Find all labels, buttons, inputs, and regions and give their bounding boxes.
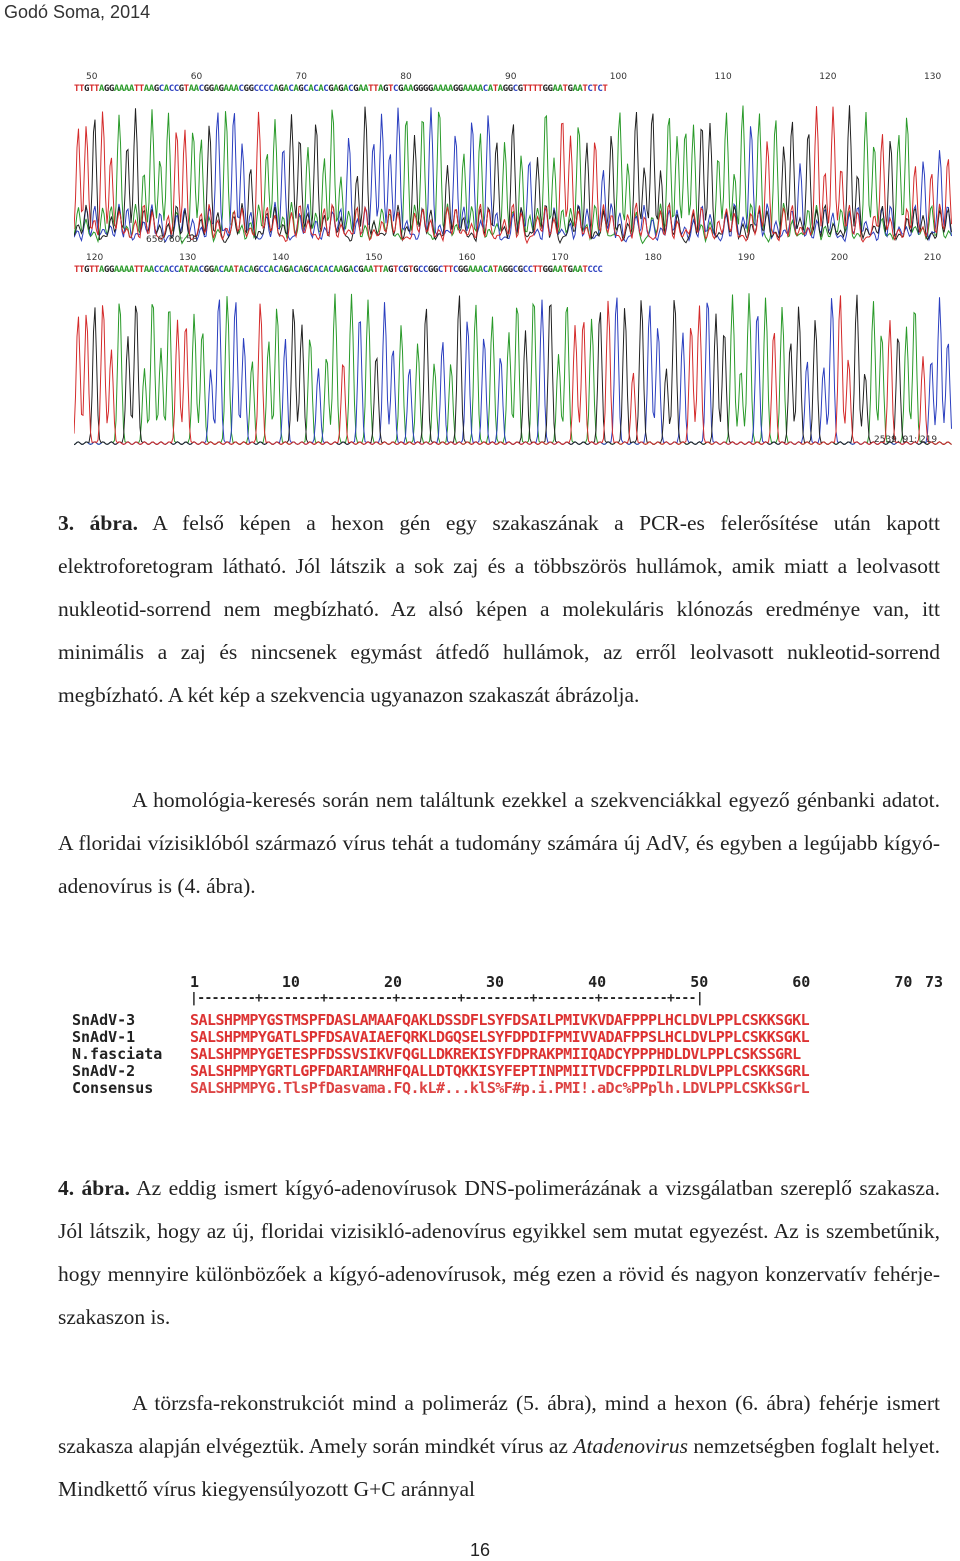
base-position-number: 100 [609,72,627,82]
sequence-name: Consensus [72,1079,154,1097]
base-sequence: TTGTTAGGAAAATTAAGCACCGTAACGGAGAAACGGCCCC… [74,84,608,94]
sequence-rows: SALSHPMPYGSTMSPFDASLAMAAFQAKLDSSDFLSYFDS… [190,1012,950,1097]
caption-text: A felső képen a hexon gén egy szakaszána… [58,511,941,707]
ruler-number: 60 [792,973,811,991]
sequence-name: SnAdV-1 [72,1028,136,1046]
figure-3-caption: 3. ábra. A felső képen a hexon gén egy s… [58,502,940,717]
tree-paragraph: A törzsfa-rekonstrukciót mind a polimerá… [58,1382,940,1511]
sequence-name: N.fasciata [72,1045,163,1063]
page-number: 16 [469,1540,491,1560]
base-position-numbers: 50 60 70 80 90 100 110 120 130 [74,72,952,84]
base-position-number: 140 [272,253,290,263]
sequence-names: SnAdV-3 SnAdV-1 N.fasciata SnAdV-2 Consensus [72,1012,162,1097]
figure-4-caption: 4. ábra. Az eddig ismert kígyó-adenovíru… [58,1167,940,1339]
sequence-alignment: 1 10 20 30 40 50 60 70 73 |--------+--------+---… [72,965,952,1115]
base-sequence: TTGTTAGGAAAATTAACCACCATAACGGACAATACAGCCA… [74,265,603,275]
ruler-number: 50 [690,973,709,991]
running-header: Godó Soma, 2014 [4,2,151,22]
base-position-number: 130 [924,72,942,82]
base-position-number: 90 [505,72,517,82]
trace-c [74,107,952,243]
ruler-number: 30 [486,973,505,991]
base-position-number: 120 [86,253,104,263]
paragraph-text: A törzsfa-rekonstrukciót mind a polimerá… [58,1391,940,1458]
homology-paragraph: A homológia-keresés során nem találtunk … [58,788,940,898]
caption-label: 3. ábra. [58,511,138,535]
sequence-name: SnAdV-2 [72,1062,136,1080]
base-position-number: 50 [86,72,98,82]
base-position-number: 120 [819,72,837,82]
base-position-number: 210 [924,253,942,263]
trace-plot [74,293,952,446]
trace-g [74,105,952,245]
trace-a [74,293,952,446]
trace-plot [74,105,952,245]
base-position-number: 80 [400,72,412,82]
ruler-number: 20 [383,973,403,991]
base-position-number: 60 [190,72,203,82]
sequence-row: SALSHPMPYG.TlsPfDasvama.FQ.kL#...klS%F#p… [190,1079,810,1097]
ruler-number: 70 [894,973,913,991]
sequence-row: SALSHPMPYGATLSPFDSAVAIAEFQRKLDGQSELSYFDP… [190,1028,810,1046]
genus-name: Atadenovirus [573,1434,689,1458]
trace-t [74,106,952,245]
chromatogram-top: 50 60 70 80 90 100 110 120 130 TTGTTAGGAAAATTAAG… [74,72,952,252]
base-position-number: 110 [714,72,732,82]
ruler-number: 73 [925,973,944,991]
ruler-number: 1 [190,973,200,991]
sequence-name: SnAdV-3 [72,1011,136,1029]
trace-t [74,295,952,445]
cursor-coordinate: 656, 60: 58 [146,235,198,245]
base-position-number: 70 [295,72,307,82]
base-position-numbers: 120 130 140 150 160 170 180 190 200 210 [74,253,952,265]
base-position-number: 180 [644,253,662,263]
ruler-number: 10 [281,973,300,991]
base-position-number: 160 [458,253,476,263]
cursor-coordinate: 2539, 91: 219 [874,435,938,445]
paragraph-text-end: nemzetségben foglalt helyet. Mindkettő v… [58,1434,940,1501]
ruler-number: 40 [588,973,607,991]
alignment-ruler-ticks: |--------+--------+---------+--------+--… [190,991,704,1006]
base-position-number: 200 [830,253,849,263]
sequence-row: SALSHPMPYGETESPFDSSVSIKVFQGLLDKREKISYFDP… [190,1045,801,1063]
caption-label: 4. ábra. [58,1176,130,1200]
base-position-number: 190 [737,253,755,263]
sequence-row: SALSHPMPYGSTMSPFDASLAMAAFQAKLDSSDFLSYFDS… [190,1012,810,1029]
sequence-row: SALSHPMPYGRTLGPFDARIAMRHFQALLDTQKKISYFEP… [190,1062,810,1080]
base-position-number: 150 [365,253,383,263]
caption-text: Az eddig ismert kígyó-adenovírusok DNS-p… [58,1176,940,1329]
chromatogram-bottom: 120 130 140 150 160 170 180 190 200 210 TTGTTAGGA… [74,253,952,451]
base-position-number: 130 [179,253,197,263]
base-position-number: 170 [551,253,569,263]
